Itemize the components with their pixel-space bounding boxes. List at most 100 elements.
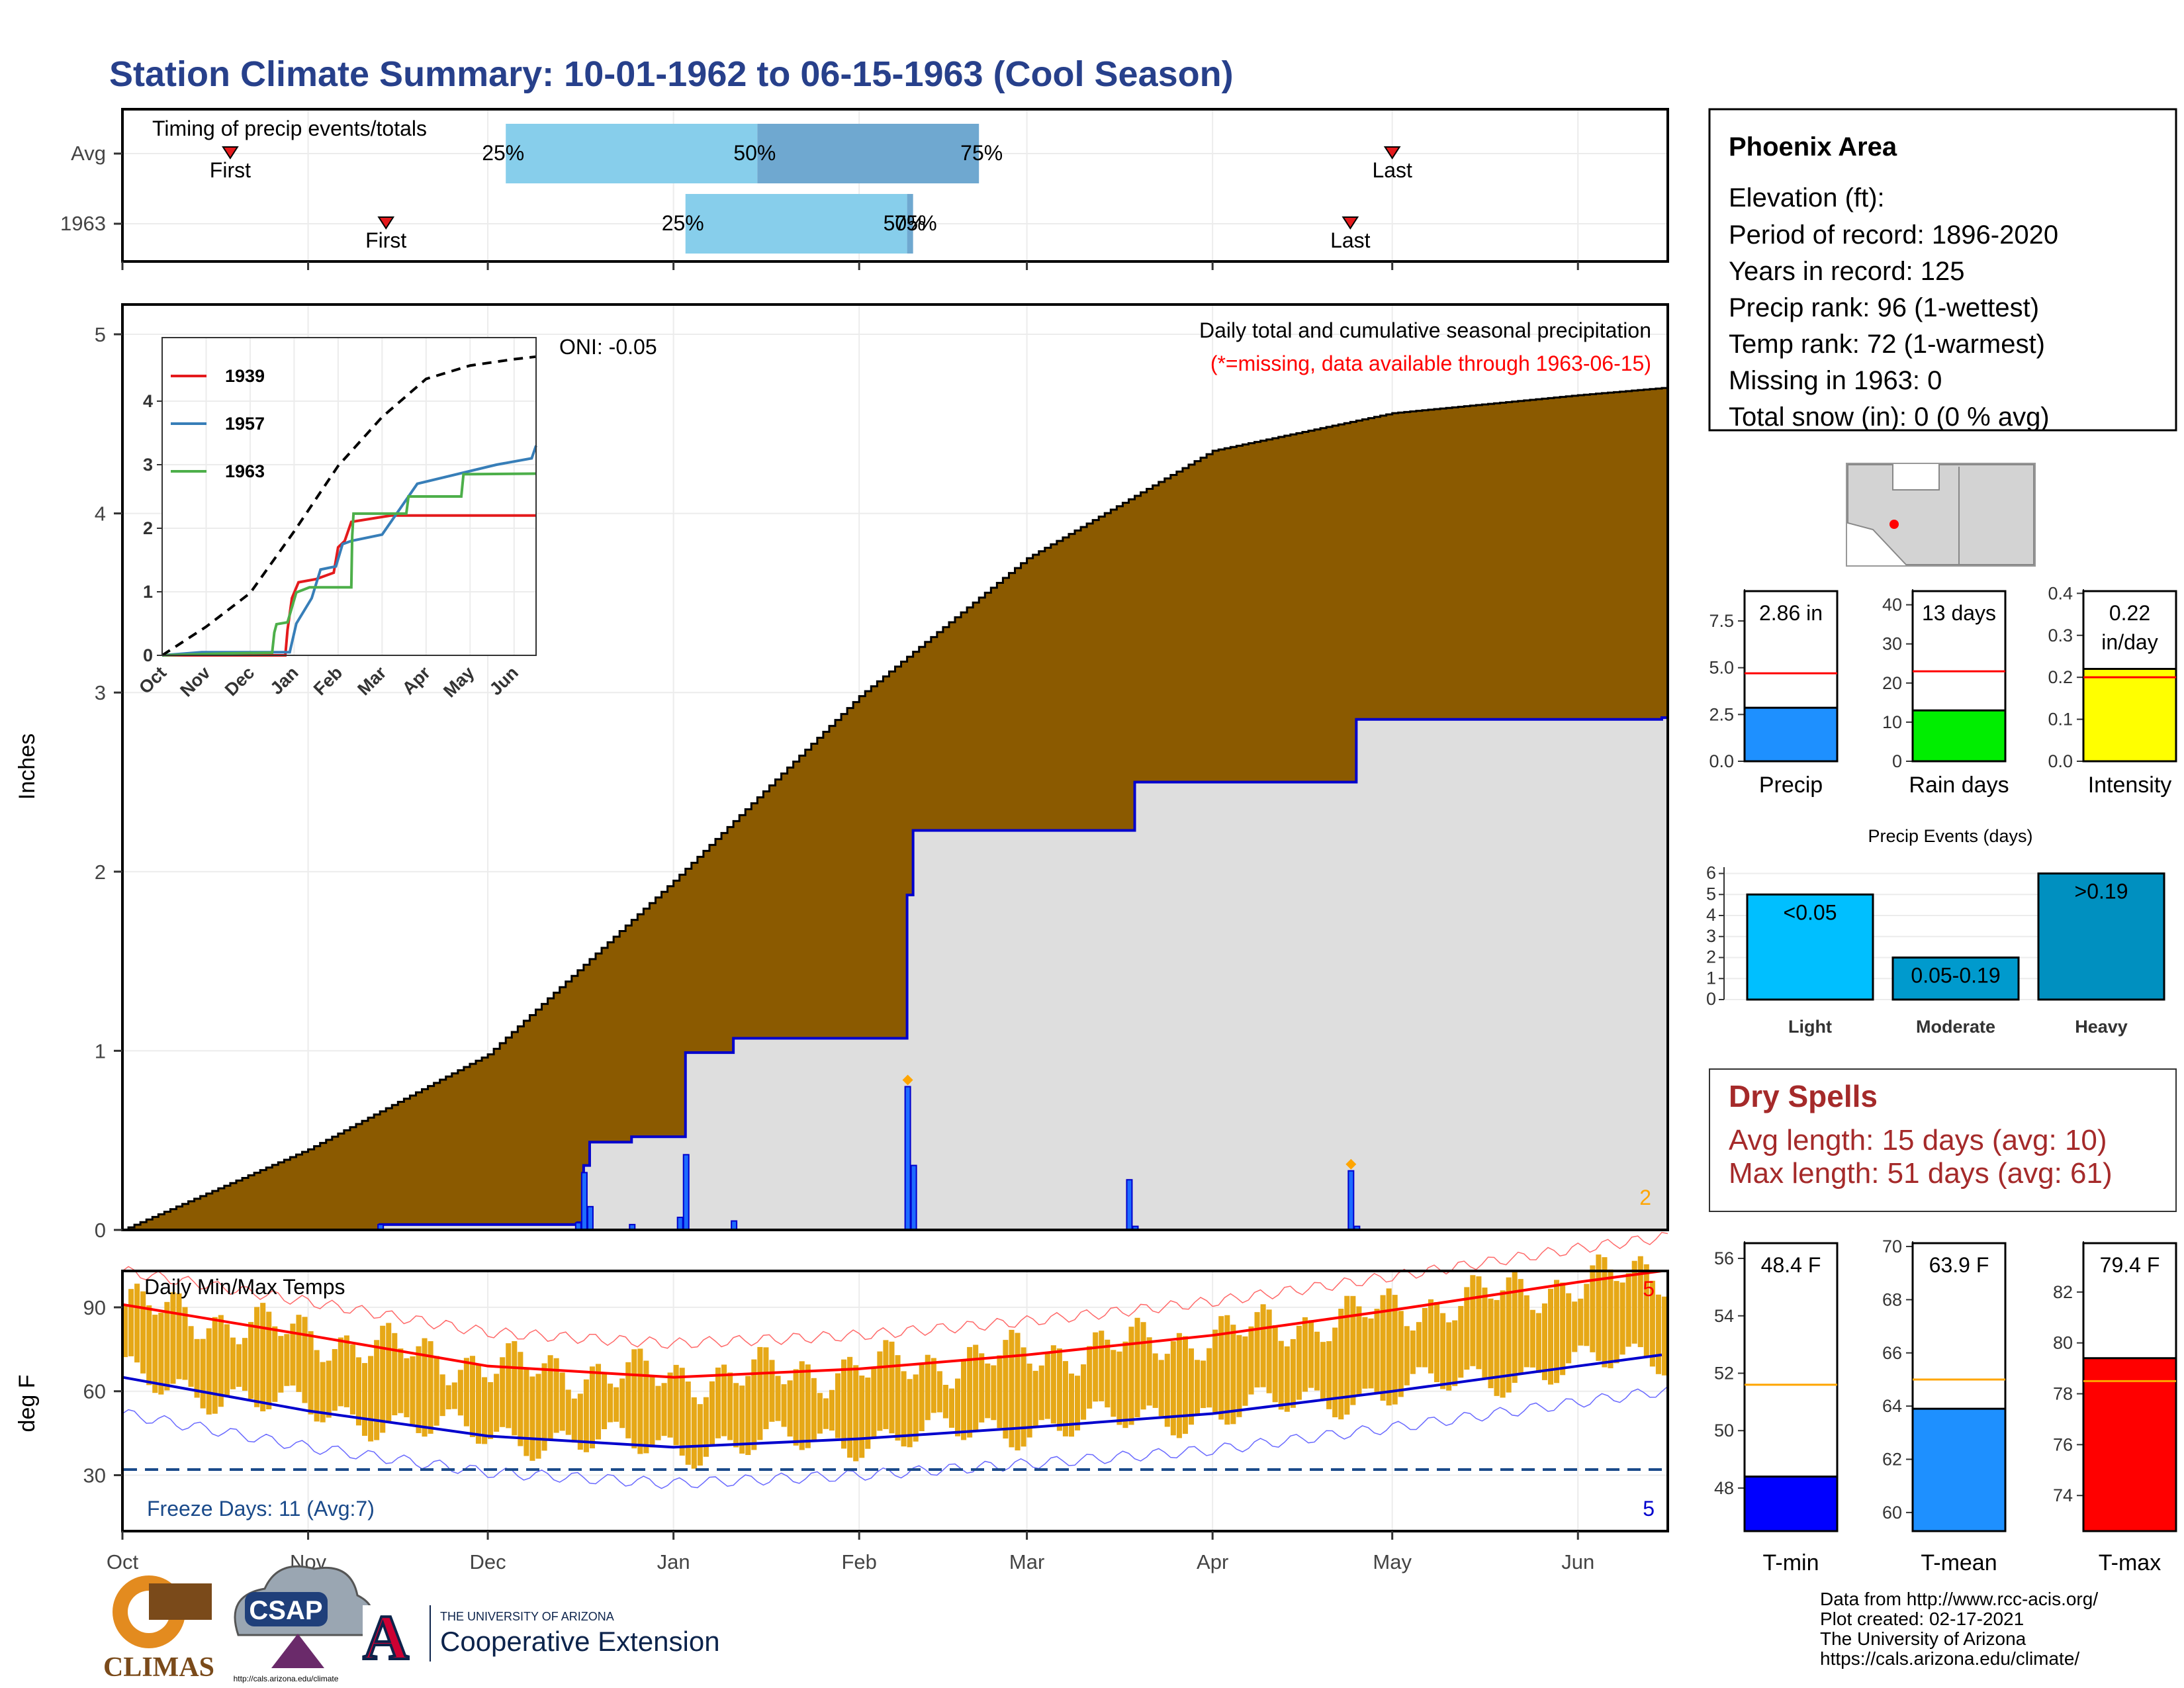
inset-y-tick-label: 3 <box>143 455 153 475</box>
daily-temp-bar <box>979 1353 985 1423</box>
daily-precip-bar <box>910 1164 917 1231</box>
daily-temp-bar <box>577 1393 583 1450</box>
inset-x-tick-label: Feb <box>310 663 346 699</box>
daily-temp-bar <box>1631 1260 1637 1344</box>
events-bar-label: 0.05-0.19 <box>1911 964 2000 988</box>
daily-temp-bar <box>1566 1293 1572 1364</box>
events-y-tick-label: 3 <box>1706 926 1716 946</box>
daily-temp-bar <box>877 1351 883 1431</box>
temp-y-tick-label: 90 <box>83 1296 106 1319</box>
daily-temp-bar <box>649 1376 655 1448</box>
precip-frame <box>121 303 1669 1231</box>
daily-temp-bar <box>428 1341 433 1434</box>
timing-p75-label: 75% <box>895 211 937 235</box>
daily-temp-bar <box>320 1362 326 1423</box>
daily-temp-bar <box>457 1370 463 1416</box>
daily-temp-bar <box>673 1364 679 1446</box>
temp-x-tick-label: Jun <box>1561 1550 1594 1573</box>
daily-temp-bar <box>1158 1360 1164 1417</box>
precip-chart-title: Daily total and cumulative seasonal prec… <box>1199 318 1651 342</box>
inset-line-avg <box>161 355 537 657</box>
precip-y-tick-label: 2 <box>95 861 106 884</box>
daily-temp-bar <box>1602 1257 1608 1368</box>
daily-temp-bar <box>1081 1364 1087 1420</box>
daily-temp-bar <box>631 1349 637 1449</box>
events-category-label: Moderate <box>1916 1017 1995 1037</box>
timing-p25-label: 25% <box>662 211 704 235</box>
daily-temp-bar <box>1003 1340 1009 1439</box>
daily-temp-bar <box>176 1293 182 1380</box>
daily-temp-bar <box>1236 1335 1242 1417</box>
summary-temp-name: T-max <box>2099 1550 2161 1575</box>
timing-last-marker <box>1383 146 1401 160</box>
daily-temp-bar <box>1362 1317 1368 1389</box>
daily-temp-bar <box>1643 1264 1649 1356</box>
avg-min-line <box>122 1353 1662 1449</box>
inset-line-1963 <box>161 472 537 657</box>
daily-temp-bar <box>679 1368 685 1456</box>
daily-temp-bar <box>529 1376 535 1461</box>
ua-logo: A THE UNIVERSITY OF ARIZONA Cooperative … <box>361 1601 720 1674</box>
daily-temp-bar <box>942 1385 948 1419</box>
station-name: Phoenix Area <box>1729 132 1897 162</box>
daily-temp-bar <box>1152 1353 1158 1408</box>
daily-temp-bar <box>541 1363 547 1451</box>
daily-temp-bar <box>1326 1341 1332 1409</box>
daily-temp-bar <box>991 1365 997 1421</box>
daily-temp-bar <box>1596 1254 1602 1361</box>
daily-temp-bar <box>1075 1376 1081 1430</box>
temp-y-tick-label: 60 <box>83 1380 106 1403</box>
summary-precip-y-tick-label: 40 <box>1882 595 1902 615</box>
daily-temp-bar <box>901 1371 907 1447</box>
daily-temp-bar <box>847 1356 853 1458</box>
daily-temp-bar <box>1116 1351 1122 1425</box>
daily-precip-bar <box>586 1205 594 1231</box>
daily-temp-bar <box>1374 1309 1380 1394</box>
daily-temp-bar <box>913 1374 919 1442</box>
daily-temp-bar <box>1032 1370 1038 1427</box>
daily-temp-bar <box>134 1284 140 1363</box>
daily-temp-bar <box>368 1356 374 1442</box>
daily-temp-bar <box>1230 1325 1236 1425</box>
daily-temp-bar <box>1535 1313 1541 1374</box>
summary-temp-y-tick-label: 74 <box>2053 1485 2073 1505</box>
daily-temp-bar <box>445 1385 451 1410</box>
temp-y-label: deg F <box>15 1375 40 1432</box>
summary-temp-y-tick-label: 56 <box>1714 1248 1734 1268</box>
daily-temp-bar <box>547 1355 553 1441</box>
inset-legend-label: 1957 <box>225 414 265 434</box>
temp-x-ticks: Oct Nov Dec Jan Feb Mar Apr May Jun <box>107 1531 1594 1573</box>
summary-temp-y-tick-label: 66 <box>1882 1343 1902 1363</box>
daily-temp-bar <box>332 1348 338 1411</box>
daily-temp-bar <box>865 1378 871 1449</box>
daily-temp-bar <box>1392 1295 1398 1405</box>
daily-temp-bar <box>655 1385 661 1440</box>
ua-extension-text: Cooperative Extension <box>440 1626 720 1657</box>
daily-temp-bar <box>1506 1277 1512 1393</box>
daily-temp-bar <box>661 1383 667 1436</box>
daily-temp-bar <box>212 1317 218 1414</box>
temp-chart-title: Daily Min/Max Temps <box>144 1275 345 1299</box>
freeze-days-label: Freeze Days: 11 (Avg:7) <box>147 1497 375 1521</box>
normal-cumulative-outline <box>122 387 1668 1231</box>
daily-temp-bar <box>158 1313 164 1395</box>
daily-temp-bar <box>1488 1298 1494 1389</box>
daily-temp-bar <box>506 1343 512 1429</box>
daily-temp-bar <box>152 1315 158 1393</box>
daily-temp-bar <box>571 1398 577 1443</box>
temp-x-tick-label: Jan <box>657 1550 690 1573</box>
daily-temp-bar <box>206 1328 212 1415</box>
daily-temp-bar <box>1356 1306 1362 1395</box>
summary-precip-y-tick-label: 20 <box>1882 673 1902 693</box>
daily-temp-bar <box>500 1357 506 1427</box>
daily-temp-bar <box>1572 1301 1578 1352</box>
info-period: Period of record: 1896-2020 <box>1729 220 2058 250</box>
summary-precip-y-tick-label: 0 <box>1892 751 1902 771</box>
daily-temp-bar <box>236 1344 242 1387</box>
daily-temp-bar <box>1398 1311 1404 1397</box>
daily-temp-bar <box>1050 1345 1056 1424</box>
daily-temp-bar <box>625 1362 631 1438</box>
daily-temp-bar <box>386 1323 392 1423</box>
daily-record-marker <box>902 1074 913 1086</box>
daily-temp-bar <box>619 1378 625 1429</box>
